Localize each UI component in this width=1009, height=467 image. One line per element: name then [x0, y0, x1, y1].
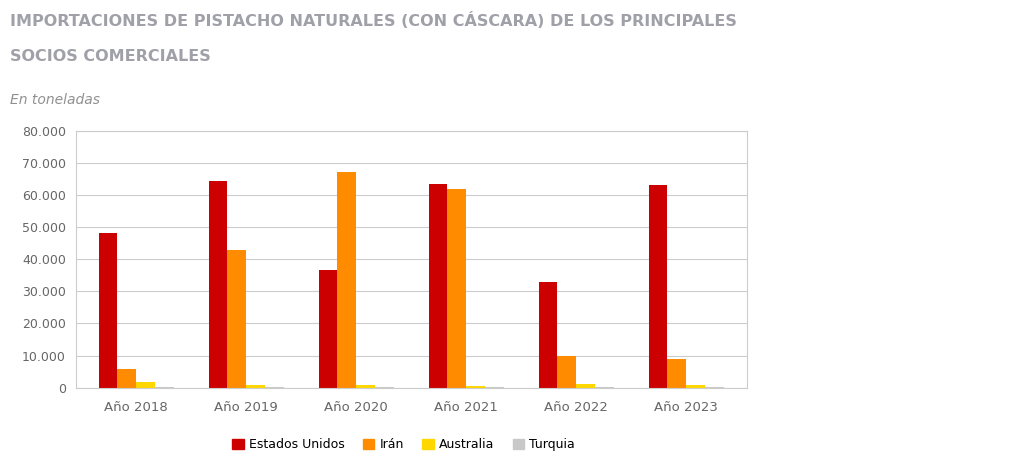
Bar [99, 234, 117, 388]
Text: SOCIOS COMERCIALES: SOCIOS COMERCIALES [10, 49, 211, 64]
Bar [136, 382, 154, 388]
Bar [209, 181, 227, 388]
Bar [337, 172, 356, 388]
Text: IMPORTACIONES DE PISTACHO NATURALES (CON CÁSCARA) DE LOS PRINCIPALES: IMPORTACIONES DE PISTACHO NATURALES (CON… [10, 12, 737, 28]
Bar [154, 387, 174, 388]
Bar [466, 386, 485, 388]
Bar [705, 387, 723, 388]
Text: En toneladas: En toneladas [10, 93, 100, 107]
Bar [447, 189, 466, 388]
Bar [686, 385, 705, 388]
Bar [668, 359, 686, 388]
Bar [227, 249, 246, 388]
Bar [557, 356, 576, 388]
Bar [375, 387, 394, 388]
Bar [356, 385, 375, 388]
Bar [576, 384, 595, 388]
Bar [595, 387, 613, 388]
Bar [319, 270, 337, 388]
Bar [265, 387, 284, 388]
Bar [649, 185, 668, 388]
Bar [485, 387, 503, 388]
Bar [539, 282, 557, 388]
Bar [429, 184, 447, 388]
Bar [246, 385, 265, 388]
Bar [117, 369, 136, 388]
Legend: Estados Unidos, Irán, Australia, Turquia: Estados Unidos, Irán, Australia, Turquia [227, 433, 580, 456]
